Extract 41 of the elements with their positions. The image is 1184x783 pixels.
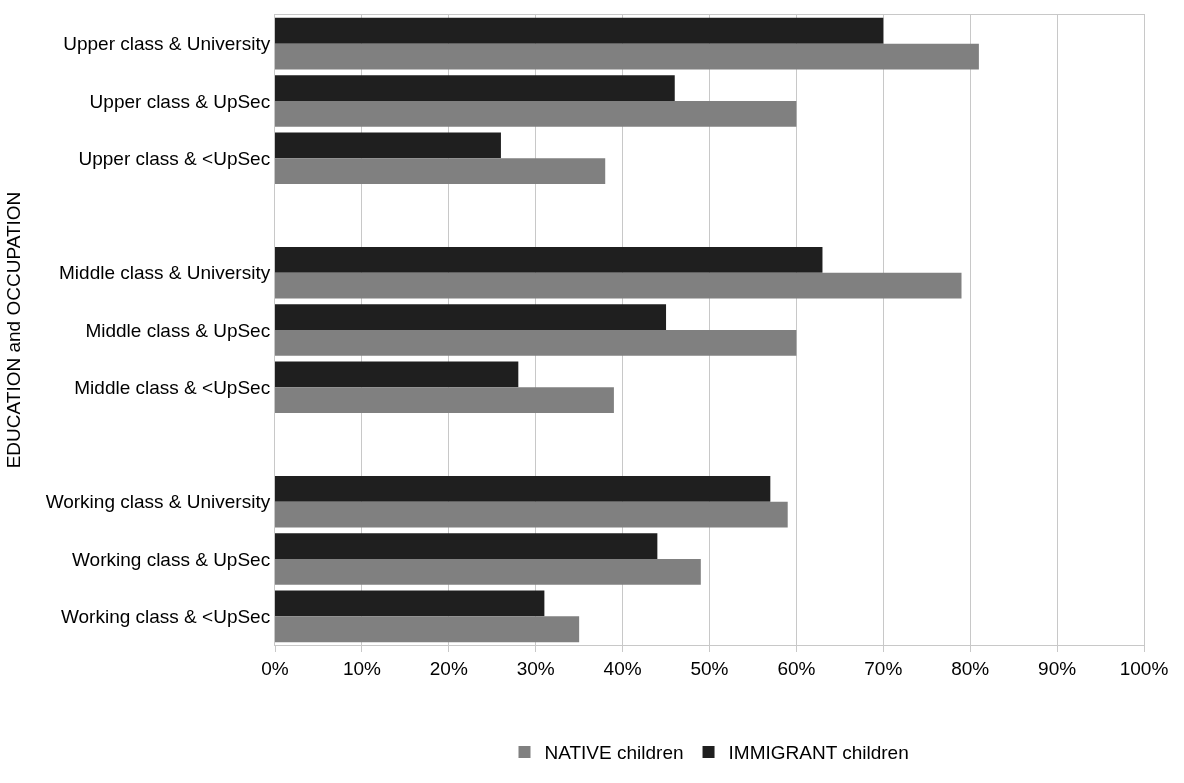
y-tick-label: Upper class & UpSec	[89, 90, 271, 112]
bar	[275, 616, 580, 643]
legend-label: NATIVE children	[544, 742, 684, 764]
x-tick-label: 70%	[864, 657, 903, 679]
x-tick-label: 40%	[603, 657, 642, 679]
bar	[275, 590, 545, 617]
bar	[275, 387, 614, 414]
x-tick-label: 80%	[951, 657, 990, 679]
y-tick-label: Working class & UpSec	[72, 548, 271, 570]
bar	[275, 533, 658, 560]
bar	[275, 43, 979, 70]
bar	[275, 330, 797, 356]
x-tick-label: 0%	[261, 657, 289, 679]
y-tick-label: Middle class & UpSec	[85, 319, 271, 341]
bar	[275, 246, 823, 273]
x-tick-label: 60%	[777, 657, 816, 679]
bar	[275, 501, 788, 528]
x-tick-label: 20%	[429, 657, 468, 679]
bar	[275, 75, 675, 101]
bar	[275, 132, 501, 159]
x-tick-label: 10%	[342, 657, 382, 679]
x-tick-label: 100%	[1119, 657, 1169, 679]
y-tick-label: Upper class & <UpSec	[78, 147, 271, 169]
bar	[275, 361, 519, 388]
y-tick-label: Middle class & <UpSec	[74, 376, 271, 398]
x-tick-label: 30%	[516, 657, 555, 679]
bar	[275, 304, 667, 330]
bar	[275, 100, 797, 127]
bar	[275, 17, 884, 44]
y-tick-label: Working class & <UpSec	[60, 606, 271, 628]
y-axis-title: EDUCATION and OCCUPATION	[2, 191, 24, 469]
x-tick-label: 90%	[1038, 657, 1077, 679]
y-tick-label: Upper class & University	[63, 33, 271, 55]
bar	[275, 158, 606, 184]
legend-label: IMMIGRANT children	[728, 742, 909, 764]
y-tick-label: Working class & University	[45, 491, 271, 513]
bar	[275, 559, 701, 585]
bar	[275, 272, 962, 299]
bar	[275, 476, 771, 502]
y-tick-label: Middle class & University	[59, 262, 271, 284]
x-tick-label: 50%	[690, 657, 729, 679]
